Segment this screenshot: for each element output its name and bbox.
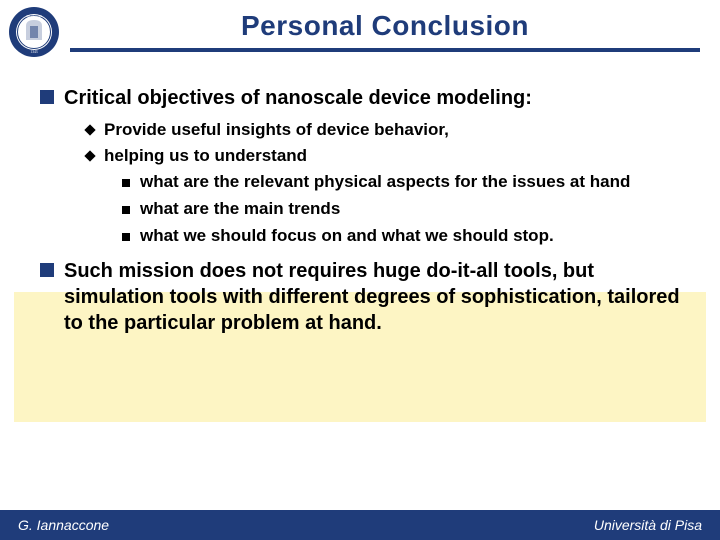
svg-text:1343: 1343 (30, 50, 37, 54)
square-bullet-icon (122, 233, 130, 241)
slide: SIGILLUM 1343 Personal Conclusion Critic… (0, 0, 720, 540)
bullet-text: what we should focus on and what we shou… (140, 225, 554, 248)
university-seal-logo: SIGILLUM 1343 (8, 6, 60, 58)
diamond-bullet-icon (84, 150, 95, 161)
footer-author: G. Iannaccone (18, 517, 109, 533)
bullet-level3: what are the relevant physical aspects f… (122, 171, 680, 194)
bullet-text: what are the main trends (140, 198, 340, 221)
svg-text:SIGILLUM: SIGILLUM (26, 14, 41, 18)
square-bullet-icon (40, 263, 54, 277)
bullet-text: Provide useful insights of device behavi… (104, 119, 449, 141)
title-underline (70, 48, 700, 52)
footer-bar: G. Iannaccone Università di Pisa (0, 510, 720, 540)
diamond-bullet-icon (84, 124, 95, 135)
bullet-text: what are the relevant physical aspects f… (140, 171, 630, 194)
square-bullet-icon (40, 90, 54, 104)
title-area: Personal Conclusion (70, 10, 700, 52)
bullet-text: Critical objectives of nanoscale device … (64, 85, 532, 111)
bullet-text: Such mission does not requires huge do-i… (64, 258, 680, 336)
bullet-text: helping us to understand (104, 145, 307, 167)
bullet-level1: Critical objectives of nanoscale device … (40, 85, 680, 111)
bullet-level2: Provide useful insights of device behavi… (86, 119, 680, 141)
square-bullet-icon (122, 179, 130, 187)
content-area: Critical objectives of nanoscale device … (40, 85, 680, 344)
bullet-level1: Such mission does not requires huge do-i… (40, 258, 680, 336)
bullet-level2: helping us to understand (86, 145, 680, 167)
slide-title: Personal Conclusion (70, 10, 700, 42)
bullet-level3: what we should focus on and what we shou… (122, 225, 680, 248)
square-bullet-icon (122, 206, 130, 214)
footer-affiliation: Università di Pisa (594, 517, 702, 533)
bullet-level3: what are the main trends (122, 198, 680, 221)
